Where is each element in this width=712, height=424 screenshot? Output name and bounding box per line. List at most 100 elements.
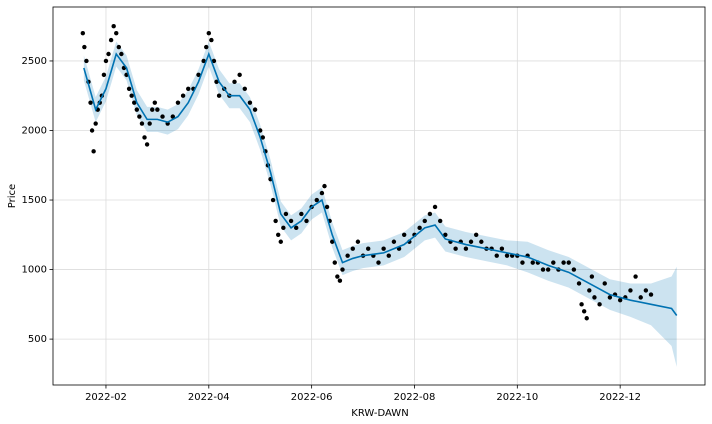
observed-point <box>499 246 505 251</box>
observed-point <box>93 121 98 126</box>
x-tick-label: 2022-06 <box>291 392 333 403</box>
observed-point <box>304 218 309 224</box>
observed-point <box>144 142 150 147</box>
observed-point <box>337 278 343 283</box>
observed-point <box>116 44 122 50</box>
x-tick-label: 2022-10 <box>496 392 538 403</box>
observed-point <box>607 295 613 300</box>
observed-point <box>504 253 510 258</box>
y-tick-label: 2500 <box>22 56 47 67</box>
plot-frame <box>52 6 706 386</box>
observed-point <box>468 239 474 244</box>
y-tick-label: 500 <box>28 334 47 345</box>
observed-point <box>453 246 458 251</box>
observed-point <box>134 107 140 112</box>
observed-point <box>545 267 551 272</box>
observed-point <box>643 288 649 293</box>
observed-point <box>597 302 602 307</box>
x-axis-label: KRW-DAWN <box>351 408 408 419</box>
observed-point <box>216 93 222 98</box>
y-tick-label: 2000 <box>22 125 47 136</box>
observed-point <box>345 253 350 258</box>
observed-point <box>186 86 191 91</box>
x-tick-label: 2022-08 <box>394 392 436 403</box>
observed-point <box>584 316 589 321</box>
observed-point <box>147 121 152 126</box>
observed-point <box>80 30 86 36</box>
observed-point <box>206 30 212 36</box>
observed-point <box>417 225 422 231</box>
observed-point <box>319 190 325 196</box>
observed-point <box>281 225 286 231</box>
observed-point <box>579 302 584 307</box>
observed-point <box>628 288 633 293</box>
observed-point <box>602 281 607 286</box>
observed-point <box>214 79 219 85</box>
observed-point <box>617 297 623 303</box>
observed-point <box>180 93 186 98</box>
observed-point <box>648 292 654 297</box>
observed-point <box>106 51 111 57</box>
observed-point <box>463 246 469 251</box>
observed-point <box>576 281 582 286</box>
observed-point <box>386 253 391 258</box>
observed-point <box>103 58 109 64</box>
observed-point <box>160 114 165 119</box>
observed-point <box>381 246 386 251</box>
observed-point <box>561 260 566 265</box>
observed-point <box>278 239 283 244</box>
observed-point <box>589 274 595 279</box>
observed-point <box>91 149 96 154</box>
observed-point <box>101 72 107 78</box>
observed-point <box>540 267 546 272</box>
observed-point <box>139 121 145 126</box>
observed-point <box>273 218 278 224</box>
observed-point <box>376 260 381 265</box>
observed-point <box>473 232 479 238</box>
observed-point <box>633 274 638 279</box>
observed-point <box>204 44 209 50</box>
observed-point <box>270 197 276 203</box>
observed-point <box>330 239 335 244</box>
x-tick-label: 2022-04 <box>188 392 230 403</box>
observed-point <box>324 204 330 210</box>
observed-point <box>551 260 556 265</box>
observed-point <box>530 260 535 265</box>
observed-point <box>340 267 345 272</box>
observed-point <box>170 114 176 119</box>
observed-point <box>242 86 247 91</box>
observed-point <box>155 107 160 112</box>
observed-point <box>82 44 87 50</box>
observed-point <box>366 246 371 251</box>
x-tick-label: 2022-02 <box>85 392 127 403</box>
x-tick-label: 2022-12 <box>599 392 641 403</box>
observed-point <box>137 114 142 119</box>
observed-point <box>108 37 114 43</box>
observed-point <box>443 232 448 238</box>
observed-point <box>150 107 155 112</box>
observed-point <box>142 135 147 140</box>
observed-point <box>209 37 214 43</box>
observed-point <box>520 260 525 265</box>
observed-point <box>479 239 484 244</box>
observed-point <box>571 267 577 272</box>
observed-point <box>581 309 587 314</box>
observed-point <box>132 100 137 105</box>
observed-point <box>283 211 289 217</box>
forecast-line <box>83 51 678 316</box>
observed-point <box>196 72 201 78</box>
observed-point <box>566 260 571 265</box>
observed-point <box>401 232 407 238</box>
observed-point <box>252 107 258 112</box>
observed-point <box>201 58 206 64</box>
observed-point <box>391 239 397 244</box>
observed-point <box>432 204 438 210</box>
observed-point <box>129 93 134 98</box>
y-tick-label: 1500 <box>22 195 47 206</box>
observed-point <box>89 128 95 133</box>
observed-point <box>587 288 592 293</box>
observed-point <box>237 72 242 78</box>
observed-point <box>175 100 181 105</box>
observed-point <box>114 30 119 36</box>
